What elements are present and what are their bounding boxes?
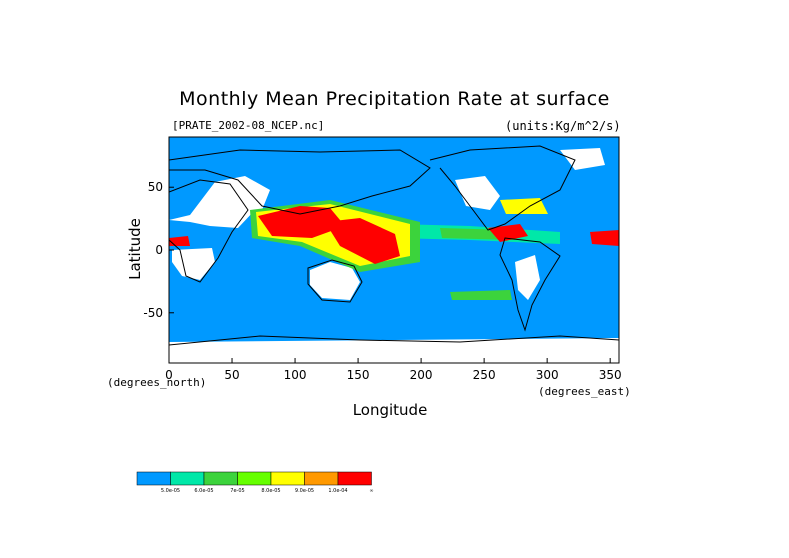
color-legend: 5.0e-05 6.0e-05 7e-05 8.0e-05 9.0e-05 1.0e-04… bbox=[136, 471, 374, 494]
sahel-red-core bbox=[590, 230, 619, 246]
x-unit-label: (degrees_east) bbox=[538, 385, 631, 398]
australia-outline bbox=[307, 259, 363, 303]
y-tick-label: -50 bbox=[143, 306, 163, 320]
greenland-white bbox=[560, 148, 605, 170]
southern-storm-track bbox=[450, 290, 512, 300]
legend-label: 9.0e-05 bbox=[295, 488, 314, 494]
warm-pool-red-core bbox=[325, 218, 400, 264]
x-tick-label: 350 bbox=[599, 368, 622, 382]
legend-label: 6.0e-05 bbox=[194, 488, 213, 494]
y-axis-label: Latitude bbox=[126, 218, 144, 280]
south-america-outline bbox=[499, 237, 561, 332]
units-label: (units:Kg/m^2/s) bbox=[505, 119, 621, 133]
eurasia-outline bbox=[169, 149, 431, 215]
antarctic-edge-white bbox=[169, 338, 619, 363]
x-axis-label: Longitude bbox=[352, 401, 428, 419]
source-file-label: [PRATE_2002-08_NCEP.nc] bbox=[172, 119, 325, 132]
north-atlantic-rain bbox=[500, 198, 548, 214]
australia-dry-region bbox=[310, 262, 360, 300]
legend-label: 5.0e-05 bbox=[161, 488, 180, 494]
x-tick-label: 50 bbox=[224, 368, 239, 382]
chart-title: Monthly Mean Precipitation Rate at surfa… bbox=[179, 88, 610, 110]
south-america-dry-region bbox=[515, 255, 540, 300]
x-tick-label: 150 bbox=[347, 368, 370, 382]
axis-ticks: 0 50 100 150 200 250 300 350 50 0 -50 bbox=[143, 180, 621, 382]
legend-label: 7e-05 bbox=[230, 488, 244, 494]
x-tick-label: 100 bbox=[284, 368, 307, 382]
central-america-red-core bbox=[488, 224, 528, 242]
y-tick-label: 0 bbox=[155, 243, 163, 257]
x-tick-label: 300 bbox=[536, 368, 559, 382]
legend-swatch bbox=[136, 471, 171, 486]
y-tick-label: 50 bbox=[148, 180, 163, 194]
legend-swatch bbox=[237, 471, 272, 486]
west-africa-red-core bbox=[169, 236, 190, 246]
legend-label: 1.0e-04 bbox=[328, 488, 347, 494]
legend-swatch bbox=[203, 471, 238, 486]
legend-swatch bbox=[270, 471, 305, 486]
north-america-outline bbox=[429, 145, 576, 231]
x-tick-label: 0 bbox=[165, 368, 173, 382]
legend-label: ∞ bbox=[369, 488, 373, 494]
legend-swatch bbox=[337, 471, 372, 486]
middle-east-dry-region bbox=[215, 176, 270, 212]
legend-label: 8.0e-05 bbox=[261, 488, 280, 494]
antarctica-outline bbox=[169, 335, 619, 346]
south-asia-red-core bbox=[258, 206, 345, 238]
x-tick-label: 250 bbox=[473, 368, 496, 382]
legend-swatch bbox=[304, 471, 339, 486]
coastlines bbox=[169, 145, 619, 346]
precip-field bbox=[169, 148, 619, 363]
southern-africa-dry-region bbox=[172, 248, 215, 280]
legend-swatch bbox=[170, 471, 205, 486]
x-tick-label: 200 bbox=[410, 368, 433, 382]
africa-outline bbox=[169, 179, 249, 283]
y-unit-label: (degrees_north) bbox=[107, 376, 207, 389]
